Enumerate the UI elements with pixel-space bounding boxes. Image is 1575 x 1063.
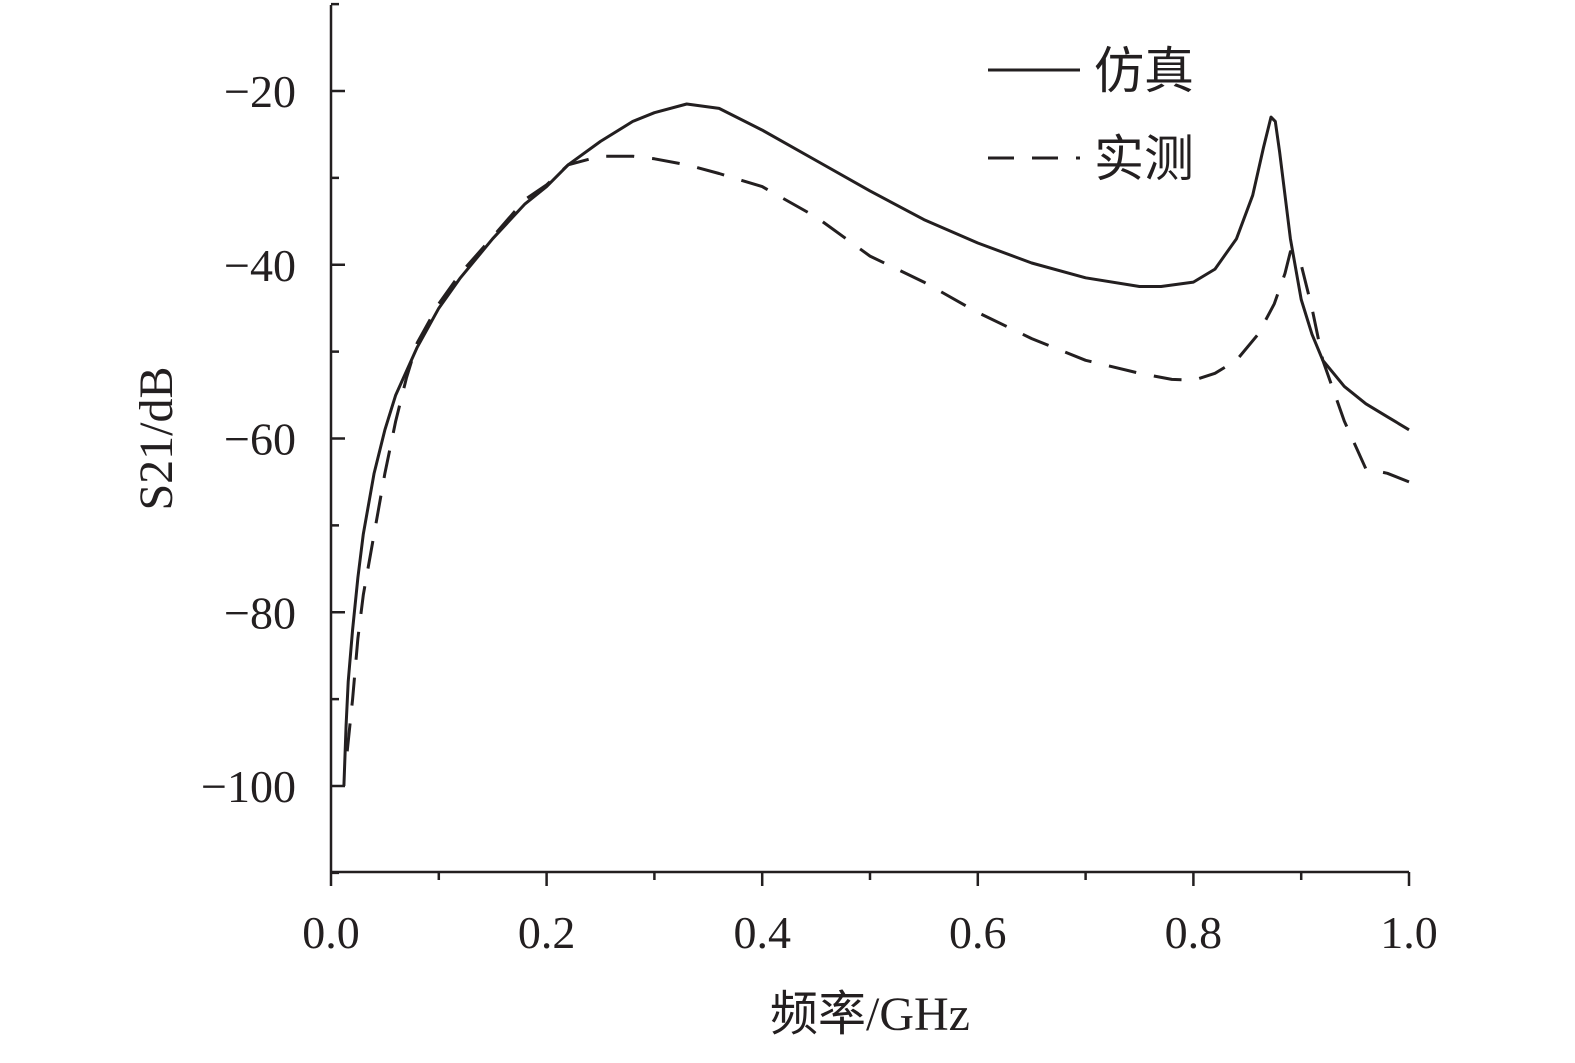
legend-label: 仿真 (1094, 43, 1194, 99)
tick-labels: −100 −80 −60 −40 −20 0.0 0.2 0.4 0.6 0.8 1.0 (201, 66, 1438, 958)
x-axis-title: 频率/GHz (770, 988, 970, 1041)
x-tick-label: 0.4 (733, 907, 791, 958)
series-line-measured (345, 154, 1410, 752)
series-layer (342, 102, 1410, 787)
y-tick-label: −60 (224, 414, 296, 465)
y-axis-title: S21/dB (130, 366, 183, 510)
x-tick-label: 0.0 (302, 907, 360, 958)
x-tick-label: 0.6 (949, 907, 1007, 958)
y-tick-label: −20 (224, 66, 296, 117)
x-tick-label: 0.8 (1165, 907, 1223, 958)
x-tick-label: 0.2 (518, 907, 576, 958)
series-line-simulated (342, 102, 1410, 787)
x-tick-label: 1.0 (1380, 907, 1438, 958)
y-tick-label: −80 (224, 587, 296, 638)
ticks (329, 2, 1411, 886)
legend-label: 实测 (1094, 131, 1194, 187)
axes (329, 5, 1409, 874)
y-tick-label: −40 (224, 240, 296, 291)
y-tick-label: −100 (201, 761, 296, 812)
